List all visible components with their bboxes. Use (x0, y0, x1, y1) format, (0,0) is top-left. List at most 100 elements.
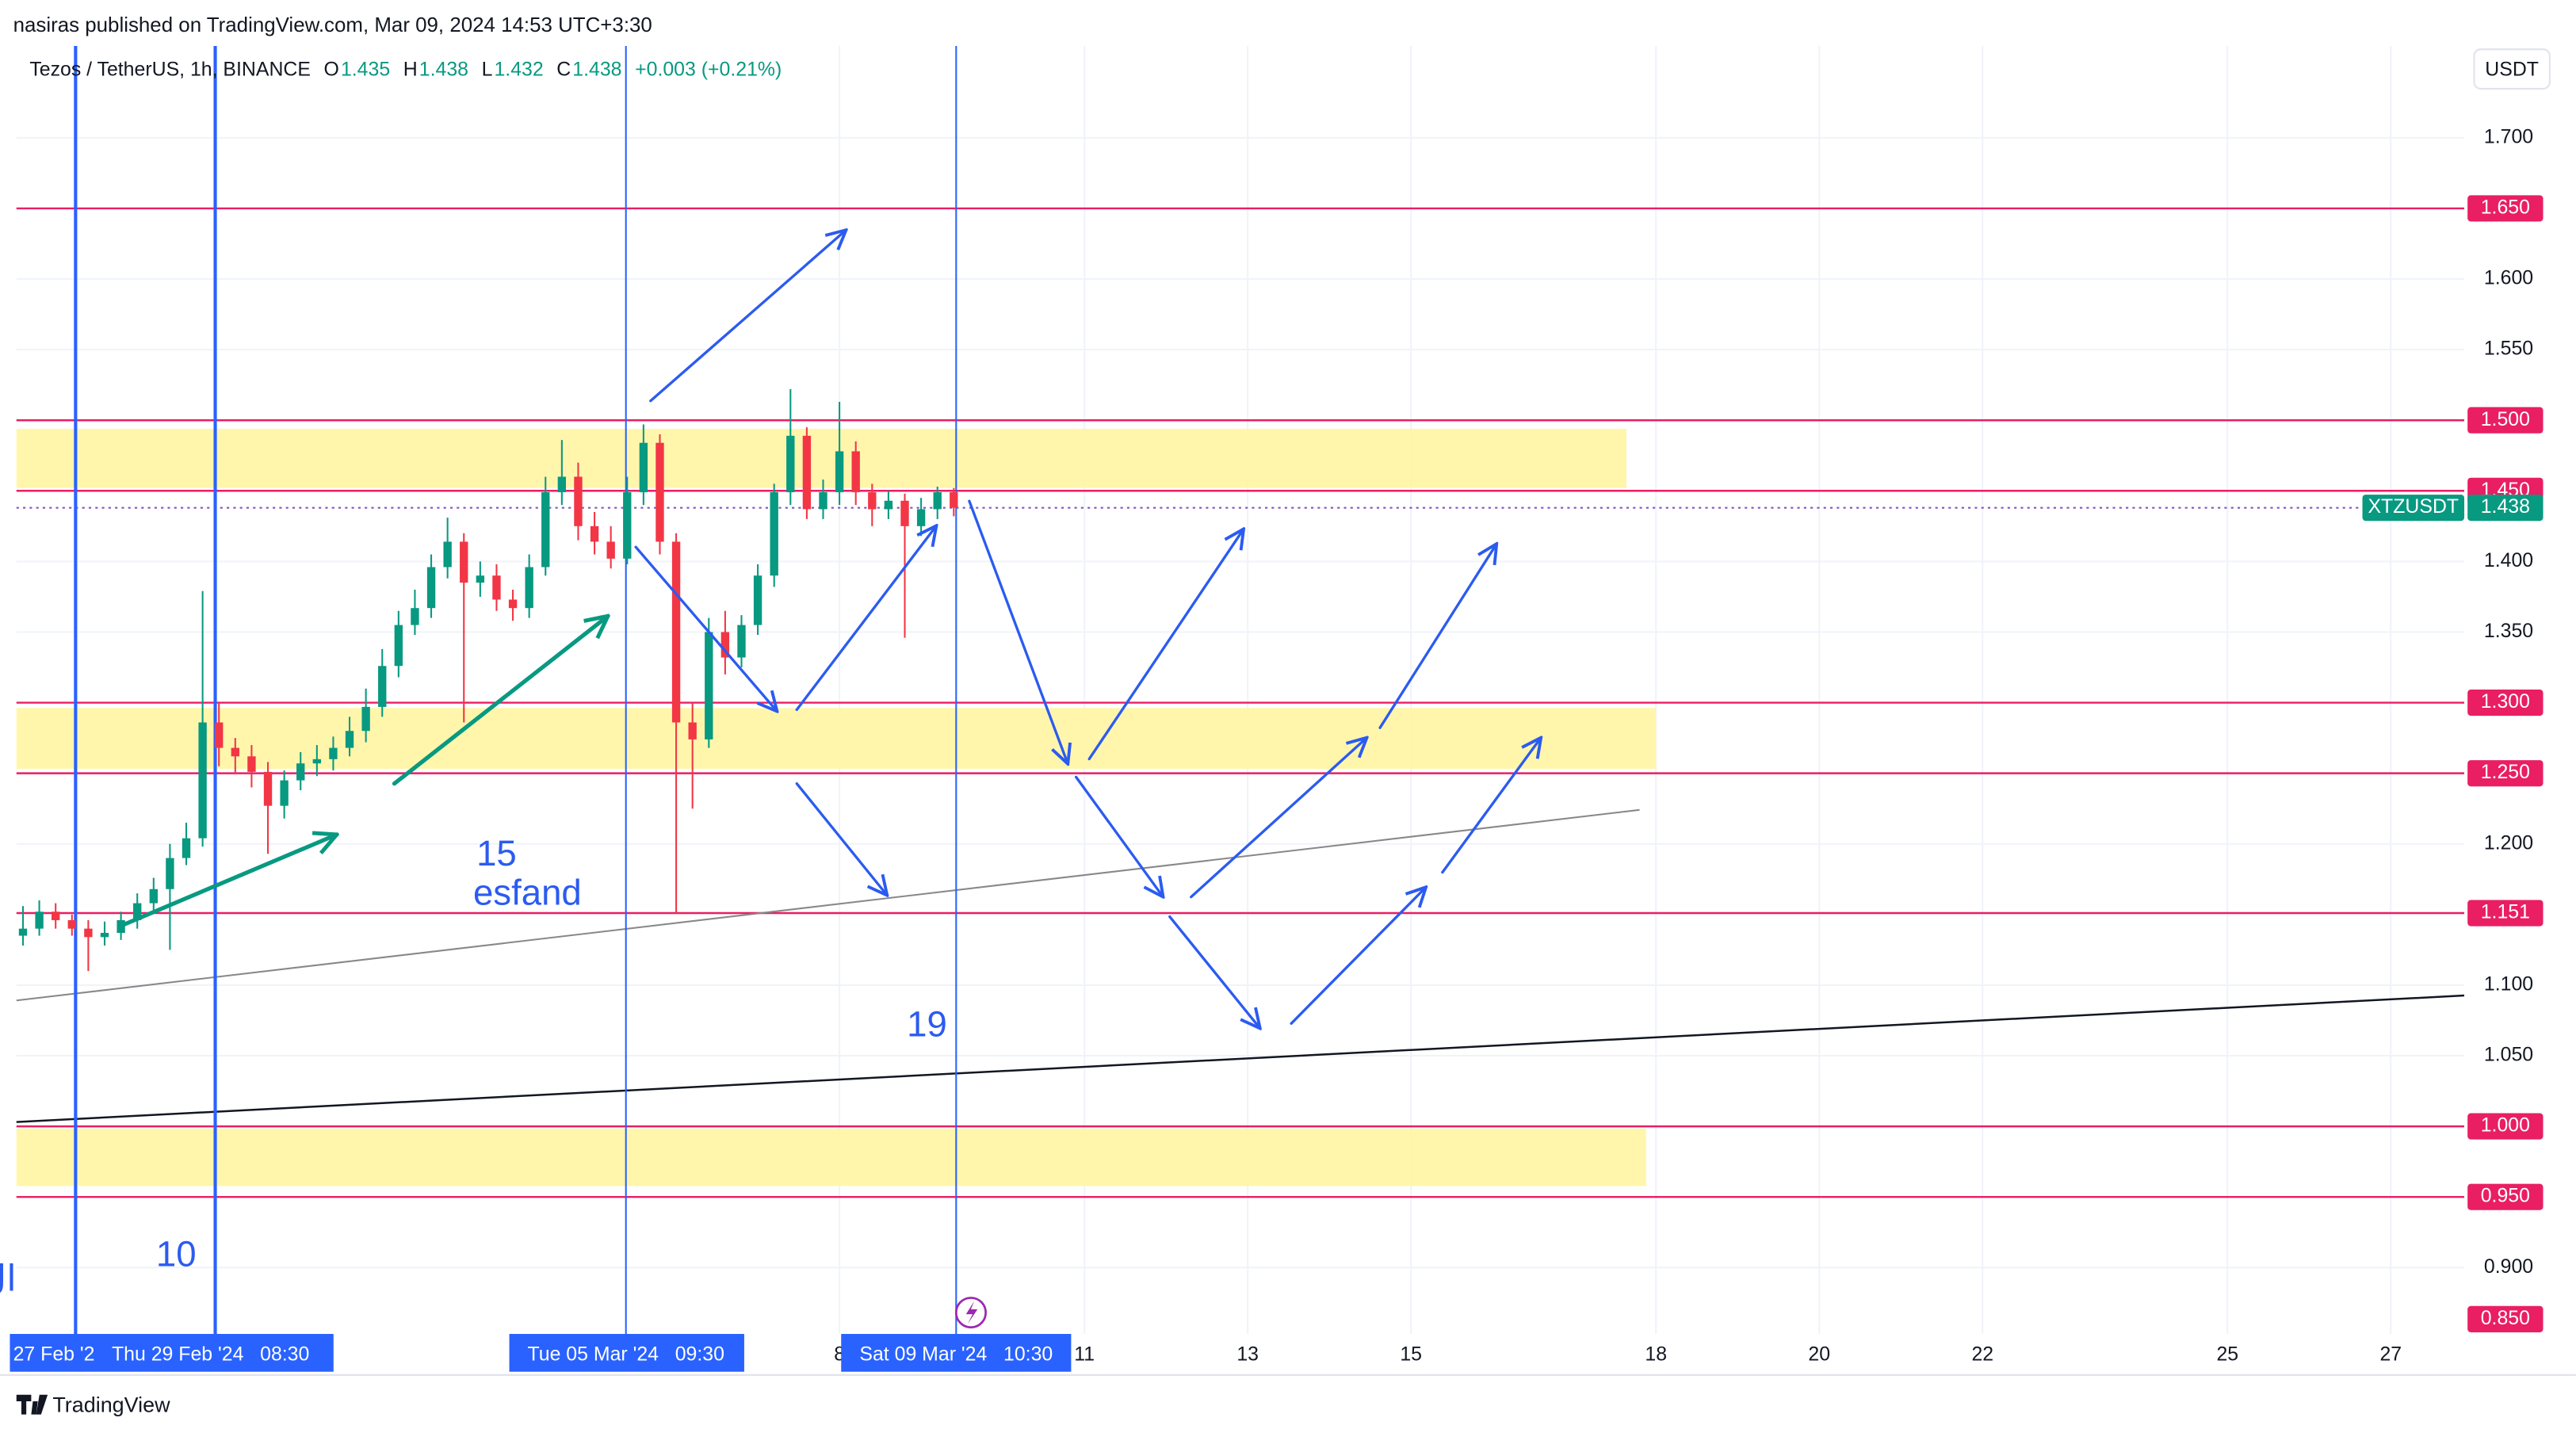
y-tick-label: 1.200 (2484, 831, 2533, 854)
candle-body (508, 599, 518, 609)
arrow (634, 545, 777, 711)
candle-body (933, 492, 942, 510)
candle-body (329, 747, 338, 759)
arrow (1190, 738, 1367, 899)
candle-body (18, 928, 28, 936)
ohlc-value: 1.438 (572, 59, 621, 81)
change: +0.003 (+0.21%) (635, 59, 782, 81)
grid (16, 46, 2465, 1335)
candle-body (525, 567, 533, 609)
currency-button[interactable] (2473, 48, 2551, 90)
level-badge (2467, 1183, 2544, 1210)
candle-body (900, 500, 909, 526)
annotation: ال (0, 1259, 17, 1299)
y-tick-label: 1.700 (2484, 125, 2533, 147)
last-price-badge (2467, 495, 2544, 522)
level-badge (2467, 900, 2544, 927)
cursor-label: Sat 09 Mar '24 10:30 (859, 1343, 1053, 1366)
zone (16, 428, 1626, 488)
arrow (1378, 544, 1496, 729)
candle-body (688, 722, 697, 739)
ohlc-key: L (482, 59, 493, 81)
cursor-label: 27 Feb '2 (13, 1343, 95, 1366)
ohlc-key: C (556, 59, 571, 81)
axes: 1.700 1.600 1.550 1.400 1.350 1.200 1.100 1.050… (834, 125, 2544, 1366)
candle-body (786, 435, 795, 493)
ohlc: O 1.435 H 1.438 L 1.432 C 1.438 +0.003 (+0.21%) (324, 59, 782, 81)
level-badge (2467, 760, 2544, 787)
level-badge (2467, 689, 2544, 716)
candle-body (460, 541, 468, 583)
candle-body (361, 706, 370, 732)
candle-body (345, 731, 354, 748)
levels (16, 207, 2465, 1198)
candle-body (819, 492, 827, 510)
arrow (795, 782, 887, 896)
candle-body (476, 575, 485, 583)
ohlc-key: H (403, 59, 418, 81)
candle-body (655, 442, 664, 542)
ohlc-key: O (324, 59, 339, 81)
level-badge (2467, 407, 2544, 434)
arrow (795, 525, 936, 712)
x-tick-label: 11 (1074, 1343, 1095, 1366)
y-tick-label: 0.900 (2484, 1255, 2533, 1278)
cursor-labels: 27 Feb '2 Thu 29 Feb '24 08:30 Tue 05 Ma… (10, 1334, 1072, 1372)
zones (16, 428, 1657, 1187)
ohlc-value: 1.438 (419, 59, 468, 81)
trend-line (16, 808, 1640, 1002)
candle-body (35, 911, 44, 929)
arrow (120, 835, 336, 927)
y-tick-label: 1.350 (2484, 620, 2533, 642)
level-label: 1.250 (2481, 761, 2530, 783)
arrow (1290, 887, 1426, 1025)
x-tick-label: 13 (1236, 1343, 1259, 1366)
arrows (120, 230, 1541, 1029)
annotation: esfand (473, 873, 582, 913)
y-tick-label: 1.550 (2484, 338, 2533, 360)
candle-body (280, 780, 289, 806)
candle-body (541, 492, 550, 567)
candle-body (753, 575, 762, 625)
candle-body (378, 666, 387, 707)
symbol-badge (2362, 495, 2465, 522)
ohlc-value: 1.432 (494, 59, 543, 81)
candle-body (394, 625, 403, 667)
candle-body (52, 911, 60, 920)
arrow (1441, 738, 1541, 874)
brand-name: TradingView (52, 1393, 170, 1416)
level-label: 1.000 (2481, 1114, 2530, 1137)
annotation: 10 (156, 1234, 197, 1274)
candle-body (443, 541, 452, 567)
candle-body (67, 919, 76, 929)
candle-body (149, 888, 158, 904)
zone (16, 1128, 1646, 1187)
trend-line (16, 994, 2465, 1123)
x-tick-label: 22 (1971, 1343, 1993, 1366)
candle-body (671, 541, 681, 723)
candle-body (117, 919, 125, 933)
arrow (392, 616, 607, 786)
candle-body (492, 575, 501, 600)
annotation: 15 (476, 833, 517, 873)
candle-body (950, 492, 958, 508)
arrow (1168, 915, 1260, 1029)
candle-body (623, 492, 632, 559)
candle-body (590, 525, 599, 542)
candle-body (411, 608, 419, 625)
level-label: 0.950 (2481, 1185, 2530, 1207)
candle-body (835, 451, 844, 493)
arrow (649, 230, 847, 403)
candle-body (215, 722, 224, 748)
level-badge (2467, 1305, 2544, 1332)
candle-body (198, 722, 207, 839)
candle-body (312, 759, 322, 764)
candle-body (737, 625, 746, 658)
candle-body (884, 500, 893, 510)
zone (16, 708, 1657, 770)
level-badge (2467, 195, 2544, 222)
candle-body (770, 492, 778, 576)
candle-body (802, 435, 812, 510)
